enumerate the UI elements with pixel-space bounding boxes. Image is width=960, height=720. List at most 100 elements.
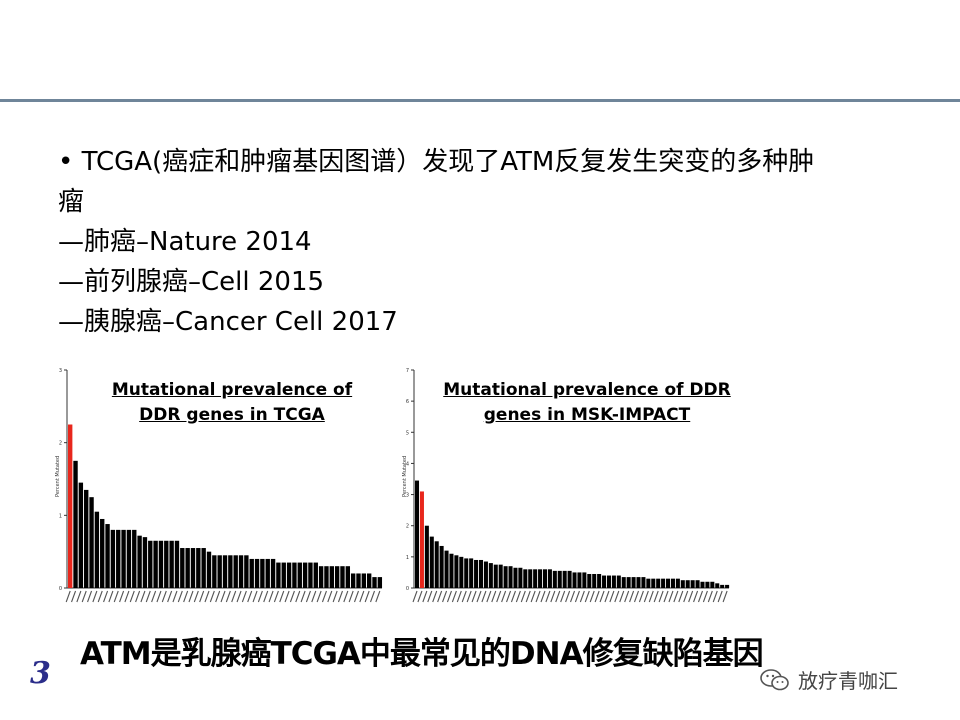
x-tick-label-mark (177, 590, 183, 603)
bar (345, 566, 351, 588)
y-tick-label: 4 (406, 461, 409, 467)
bar (518, 567, 523, 588)
x-tick-label-mark (199, 590, 205, 603)
bar (84, 489, 89, 588)
bar (126, 529, 132, 588)
x-tick-label-mark (369, 590, 376, 603)
x-tick-label-mark (209, 590, 215, 603)
x-tick-label-mark (486, 590, 492, 603)
x-tick-label-mark (678, 590, 684, 603)
bar (329, 566, 334, 588)
bullet-intro: • TCGA(癌症和肿瘤基因图谱）发现了ATM反复发生突变的多种肿 (58, 147, 815, 177)
x-tick-label-mark (589, 590, 595, 603)
msk-title-line2: genes in MSK-IMPACT (483, 405, 691, 425)
header-divider (0, 99, 960, 102)
bar (611, 575, 616, 588)
x-tick-label-mark (257, 590, 263, 603)
x-tick-label-mark (417, 590, 423, 603)
bar (478, 559, 484, 588)
bar (100, 518, 105, 588)
x-tick-label-mark (555, 590, 561, 603)
bar (656, 578, 661, 588)
y-tick-label: 1 (406, 555, 409, 561)
bar (503, 566, 508, 588)
x-tick-label-mark (311, 590, 317, 603)
x-tick-label-mark (204, 590, 210, 603)
bar (169, 540, 174, 588)
x-tick-label-mark (501, 590, 507, 603)
x-tick-label-mark (135, 590, 141, 603)
x-tick-label-mark (215, 590, 221, 603)
x-tick-label-mark (604, 590, 610, 603)
tcga-title-line1: Mutational prevalence of (111, 380, 353, 400)
y-axis-label: Percent Mutated (55, 456, 61, 497)
bar (340, 566, 345, 588)
x-tick-label-mark (113, 590, 119, 603)
bar (244, 555, 249, 588)
x-tick-label-mark (327, 590, 333, 603)
bar (552, 570, 557, 588)
bar (153, 540, 158, 588)
bar (439, 545, 444, 588)
x-tick-label-mark (476, 590, 482, 603)
x-tick-label-mark (231, 590, 237, 603)
x-tick-label-mark (525, 590, 531, 603)
x-tick-label-mark (683, 590, 689, 603)
bar (469, 558, 474, 588)
bar (212, 555, 217, 588)
x-tick-label-mark (697, 590, 704, 603)
x-tick-label-mark (461, 590, 467, 603)
bar-atm (419, 491, 424, 588)
bar (424, 525, 429, 588)
msk-impact-chart-svg: 0 1 2 3 4 5 6 7 Percent Mutated (402, 368, 730, 603)
x-tick-label-mark (289, 590, 295, 603)
x-tick-label-mark (108, 590, 114, 603)
bar (415, 480, 420, 588)
bar (508, 566, 513, 588)
y-tick-label: 3 (406, 493, 409, 499)
y-tick-label: 2 (59, 441, 62, 447)
x-tick-label-mark (412, 590, 418, 603)
bar (449, 553, 454, 588)
x-tick-label-mark (321, 590, 327, 603)
item-pancreatic-cancer: —胰腺癌–Cancer Cell 2017 (58, 307, 398, 337)
bar (318, 566, 324, 588)
x-tick-label-mark (119, 590, 125, 603)
bar (582, 572, 587, 588)
x-tick-label-mark (481, 590, 487, 603)
tcga-chart-title: Mutational prevalence of DDR genes in TC… (102, 378, 362, 428)
x-tick-label-mark (702, 590, 708, 603)
bar (324, 566, 329, 588)
x-tick-label-mark (263, 590, 269, 603)
bar (429, 536, 434, 588)
bar (597, 573, 602, 588)
x-tick-label-mark (364, 590, 370, 603)
x-tick-label-mark (456, 590, 462, 603)
x-tick-label-mark (220, 590, 226, 603)
x-tick-label-mark (540, 590, 546, 603)
x-tick-label-mark (515, 590, 521, 603)
x-tick-label-mark (167, 590, 173, 603)
bar (567, 570, 572, 588)
watermark-text: 放疗青咖汇 (798, 669, 898, 693)
bar (121, 529, 126, 588)
bar (685, 580, 690, 588)
bar (670, 578, 675, 588)
bar (493, 564, 498, 588)
x-tick-label-mark (103, 590, 109, 603)
x-tick-label-mark (188, 590, 194, 603)
bar (626, 577, 631, 588)
bar (217, 555, 222, 588)
x-tick-label-mark (151, 590, 157, 603)
bar (557, 570, 562, 588)
bar (286, 562, 292, 588)
x-tick-label-mark (247, 590, 253, 603)
bar (377, 577, 383, 588)
x-tick-label-mark (668, 590, 674, 603)
x-tick-label-mark (471, 590, 477, 603)
bar (137, 535, 142, 588)
bar (132, 529, 137, 588)
x-tick-label-mark (451, 590, 457, 603)
x-tick-label-mark (442, 590, 448, 603)
x-tick-label-mark (337, 590, 343, 603)
